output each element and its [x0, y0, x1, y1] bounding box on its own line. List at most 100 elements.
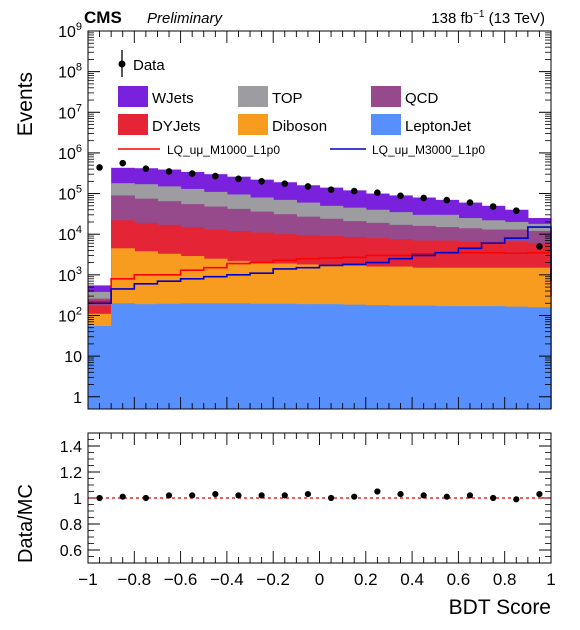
legend-top-swatch — [238, 86, 268, 107]
legend-diboson-label: Diboson — [272, 118, 327, 135]
ratio-points — [96, 488, 543, 503]
x-tick-label-7: 0.4 — [400, 570, 424, 589]
ratio-plot-area — [88, 433, 551, 563]
x-axis-label: BDT Score — [449, 596, 551, 619]
bar-leptonjet-12 — [365, 305, 390, 409]
y-tick-label-8: 108 — [58, 62, 82, 82]
main-panel: 1 10 102 103 104 105 106 107 108 109 Events — [14, 21, 552, 410]
ratio-point-12 — [374, 488, 381, 495]
bar-leptonjet-0 — [88, 326, 112, 409]
y-tick-label-9: 109 — [58, 21, 82, 41]
x-tick-label-5: 0 — [315, 570, 324, 589]
experiment-label: CMS — [84, 8, 122, 27]
legend-wjets-swatch — [118, 86, 148, 107]
x-tick-label-3: −0.4 — [210, 570, 244, 589]
legend: Data WJets TOP QCD DYJets Diboson Lepton… — [118, 50, 485, 157]
bar-leptonjet-4 — [180, 303, 205, 409]
ratio-y-tick-label-4: 1.4 — [60, 439, 82, 456]
data-point-4 — [188, 170, 196, 177]
ratio-y-tick-label-2: 1 — [73, 491, 82, 508]
bar-leptonjet-7 — [250, 303, 274, 409]
x-tick-label-1: −0.8 — [118, 570, 152, 589]
data-point-14 — [420, 194, 427, 202]
y-tick-label-0: 1 — [73, 390, 82, 407]
ratio-point-7 — [258, 492, 265, 499]
bar-leptonjet-18 — [504, 306, 529, 409]
data-point-9 — [304, 183, 312, 190]
ratio-point-14 — [420, 492, 427, 499]
legend-dyjets-label: DYJets — [152, 118, 200, 135]
bar-leptonjet-1 — [111, 303, 135, 409]
data-point-10 — [327, 186, 335, 193]
y-tick-label-4: 104 — [58, 224, 82, 244]
bar-leptonjet-11 — [342, 304, 367, 409]
x-tick-label-2: −0.6 — [164, 570, 198, 589]
legend-leptonjet-swatch — [371, 114, 401, 135]
data-point-8 — [281, 180, 289, 187]
ratio-point-9 — [304, 491, 312, 498]
legend-m1000-label: LQ_uμ_M1000_L1p0 — [167, 143, 280, 157]
ratio-y-tick-label-1: 0.8 — [60, 517, 82, 534]
ratio-point-3 — [165, 492, 173, 499]
ratio-point-1 — [119, 493, 126, 500]
main-frame — [87, 30, 552, 410]
y-tick-label-1: 10 — [64, 349, 82, 366]
data-point-1 — [119, 159, 127, 167]
signal-line-m3000 — [88, 226, 552, 305]
legend-diboson-swatch — [238, 114, 268, 135]
data-point-12 — [374, 189, 381, 196]
ratio-point-17 — [490, 494, 497, 502]
legend-wjets-label: WJets — [152, 90, 194, 107]
bar-leptonjet-15 — [435, 306, 459, 409]
data-point-7 — [258, 178, 265, 185]
bar-leptonjet-9 — [296, 304, 321, 409]
legend-data-label: Data — [133, 57, 165, 74]
ratio-x-axis: −1 −0.8 −0.6 −0.4 −0.2 0 0.2 0.4 0.6 0.8 1 — [78, 433, 556, 589]
y-tick-label-5: 105 — [58, 184, 82, 204]
status-label: Preliminary — [147, 10, 224, 27]
ratio-y-tick-label-0: 0.6 — [60, 543, 82, 560]
bar-leptonjet-5 — [203, 303, 228, 409]
ratio-panel: 0.6 0.8 1 1.2 1.4 −1 −0.8 −0.6 −0.4 −0.2 0 0.2 0.4 0… — [15, 432, 556, 619]
ratio-point-2 — [142, 494, 149, 502]
data-point-6 — [235, 175, 242, 183]
ratio-point-0 — [96, 494, 103, 502]
data-point-5 — [212, 172, 219, 180]
data-point-0 — [96, 164, 103, 171]
bar-leptonjet-17 — [481, 306, 506, 409]
y-tick-label-7: 107 — [58, 102, 82, 122]
data-point-3 — [165, 168, 173, 175]
x-tick-label-8: 0.6 — [447, 570, 471, 589]
data-point-15 — [443, 196, 451, 204]
bar-leptonjet-10 — [319, 304, 344, 409]
bar-leptonjet-8 — [273, 303, 297, 409]
bar-leptonjet-19 — [527, 307, 552, 409]
legend-leptonjet-label: LeptonJet — [405, 118, 472, 135]
legend-data-marker — [118, 60, 126, 68]
signal-curves — [88, 226, 552, 305]
legend-m3000-label: LQ_uμ_M3000_L1p0 — [372, 143, 485, 157]
bar-leptonjet-6 — [226, 303, 251, 409]
bar-leptonjet-13 — [388, 305, 413, 409]
lumi-label: 138 fb−1 (13 TeV) — [431, 9, 545, 27]
ratio-point-8 — [281, 492, 288, 499]
ratio-point-6 — [235, 492, 242, 499]
ratio-point-15 — [443, 493, 450, 500]
main-y-label: Events — [14, 72, 37, 136]
bar-leptonjet-3 — [157, 303, 182, 409]
ratio-point-5 — [212, 491, 219, 498]
data-points — [96, 159, 543, 250]
legend-qcd-swatch — [371, 86, 401, 107]
bar-leptonjet-14 — [412, 305, 436, 409]
legend-dyjets-swatch — [118, 114, 148, 135]
ratio-point-4 — [189, 492, 196, 499]
legend-qcd-label: QCD — [405, 90, 439, 107]
ratio-point-18 — [513, 496, 520, 503]
ratio-point-13 — [397, 491, 404, 498]
background-stack — [88, 167, 552, 409]
data-point-2 — [142, 165, 150, 172]
data-point-13 — [397, 192, 404, 200]
x-tick-label-6: 0.2 — [354, 570, 378, 589]
ratio-point-10 — [327, 494, 335, 502]
